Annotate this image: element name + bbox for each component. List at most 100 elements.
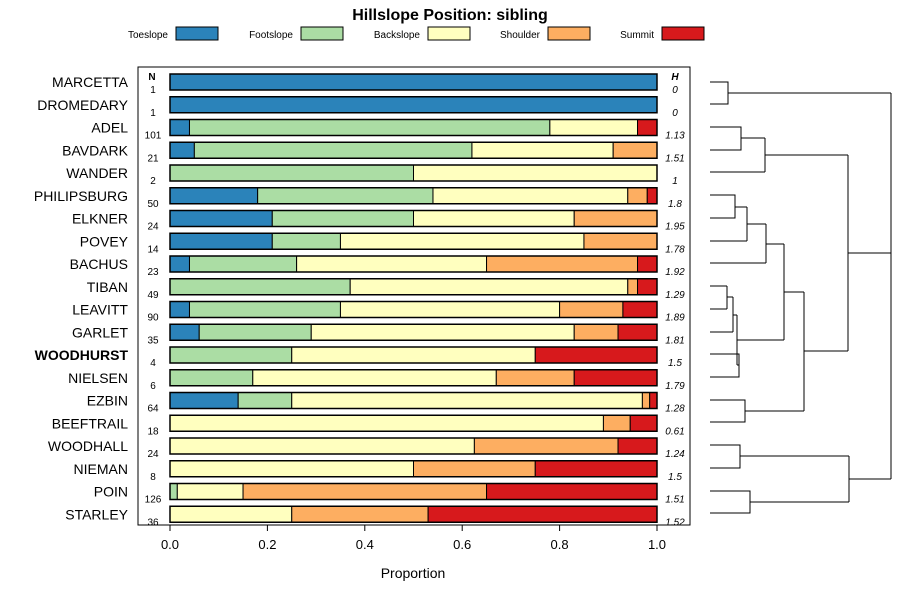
bar-outline [169, 346, 658, 364]
legend-label-summit: Summit [620, 30, 654, 41]
row-label: BEEFTRAIL [52, 415, 128, 431]
row-label: PHILIPSBURG [34, 188, 128, 204]
bar-segment-backslope [339, 301, 561, 318]
row-h-value: 1.5 [668, 472, 682, 483]
bar-segment-backslope [176, 483, 244, 500]
x-tick-label: 0.8 [551, 537, 569, 552]
bar-segment-shoulder [573, 210, 658, 227]
row-starley: STARLEY 36 1.52 [65, 505, 685, 528]
bar-segment-shoulder [495, 369, 575, 387]
bar-segment-shoulder [473, 437, 619, 455]
row-poin: POIN 126 1.51 [94, 482, 685, 506]
row-h-value: 1.89 [665, 313, 685, 324]
row-label: WOODHURST [35, 347, 129, 363]
bar-outline [169, 96, 658, 114]
bar-segment-shoulder [602, 414, 631, 432]
row-h-value: 1.52 [665, 517, 685, 528]
bar-segment-shoulder [242, 483, 488, 500]
bar-segment-shoulder [612, 141, 658, 159]
bar-segment-backslope [549, 119, 639, 136]
bar-segment-backslope [291, 392, 643, 409]
bar-segment-backslope [169, 460, 414, 478]
row-n-value: 21 [147, 153, 159, 164]
row-label: BAVDARK [62, 142, 129, 158]
bar-segment-toeslope [169, 392, 239, 409]
bar-segment-backslope [432, 187, 629, 205]
row-n-value: 90 [147, 313, 159, 324]
bar-outline [169, 369, 658, 387]
bar-segment-shoulder [486, 255, 639, 273]
row-h-value: 0 [672, 108, 678, 119]
bar-segment-backslope [339, 232, 585, 250]
row-n-value: 8 [150, 472, 156, 483]
row-n-value: 6 [150, 381, 156, 392]
bar-segment-backslope [169, 437, 475, 455]
bar-segment-shoulder [627, 278, 639, 296]
row-label: LEAVITT [72, 302, 128, 318]
bar-segment-shoulder [291, 505, 429, 523]
bar-segment-backslope [349, 278, 629, 296]
legend-swatch-summit [661, 26, 705, 41]
row-label: TIBAN [87, 279, 128, 295]
dendrogram [710, 81, 892, 514]
bar-outline [169, 187, 658, 205]
row-h-value: 1.92 [665, 267, 685, 278]
x-axis-label: Proportion [381, 565, 446, 581]
row-label: POIN [94, 484, 128, 500]
legend-label-backslope: Backslope [374, 30, 421, 41]
row-n-value: 24 [147, 449, 159, 460]
bar-segment-shoulder [641, 392, 651, 409]
row-label: MARCETTA [52, 74, 129, 90]
row-nielsen: NIELSEN 6 1.79 [68, 369, 685, 392]
bar-segment-summit [637, 278, 658, 296]
dendrogram-branch [710, 399, 746, 423]
row-n-value: 126 [145, 495, 162, 506]
bar-segment-footslope [169, 278, 351, 296]
bar-segment-summit [629, 414, 658, 432]
bar-segment-footslope [271, 210, 414, 227]
legend-swatch-backslope [427, 26, 471, 41]
plot-frame [137, 66, 691, 526]
row-label: EZBIN [87, 393, 128, 409]
row-h-value: 1.8 [668, 199, 682, 210]
legend-swatch-shoulder [547, 26, 591, 41]
row-h-value: 0 [672, 85, 678, 96]
bar-outline [169, 323, 658, 341]
legend: Toeslope Footslope Backslope Shoulder Summit [128, 26, 705, 41]
row-h-value: 1.95 [665, 222, 685, 233]
bar-outline [169, 209, 658, 228]
bar-segment-backslope [471, 141, 614, 159]
bar-rows: MARCETTA 1 0 DROMEDARY 1 0 ADEL 101 1.13 BAVDARK 2… [34, 73, 685, 528]
row-n-value: 23 [147, 267, 159, 278]
row-h-value: 1.24 [665, 449, 685, 460]
row-bachus: BACHUS 23 1.92 [70, 255, 685, 278]
bar-segment-footslope [257, 187, 434, 205]
row-label: ADEL [91, 120, 128, 136]
bar-outline [169, 391, 658, 410]
bar-segment-summit [534, 460, 658, 478]
row-elkner: ELKNER 24 1.95 [72, 209, 685, 233]
row-label: BACHUS [70, 256, 128, 272]
n-column-header: N [148, 72, 155, 83]
x-tick-label: 0.6 [453, 537, 471, 552]
bar-outline [169, 232, 658, 250]
row-label: DROMEDARY [37, 97, 128, 113]
row-label: ELKNER [72, 211, 128, 227]
bar-segment-toeslope [169, 323, 200, 341]
bar-segment-shoulder [413, 460, 536, 478]
dendrogram-branch [710, 444, 741, 469]
row-tiban: TIBAN 49 1.29 [87, 278, 685, 301]
bar-segment-toeslope [169, 119, 190, 136]
row-h-value: 1.5 [668, 358, 682, 369]
legend-label-footslope: Footslope [249, 30, 293, 41]
bar-segment-footslope [193, 141, 473, 159]
bar-outline [169, 118, 658, 137]
bar-outline [169, 73, 658, 91]
row-n-value: 36 [147, 517, 159, 528]
bar-segment-summit [637, 119, 658, 136]
bar-segment-shoulder [627, 187, 648, 205]
bar-segment-summit [646, 187, 658, 205]
row-n-value: 1 [150, 108, 156, 119]
row-bavdark: BAVDARK 21 1.51 [62, 141, 685, 164]
